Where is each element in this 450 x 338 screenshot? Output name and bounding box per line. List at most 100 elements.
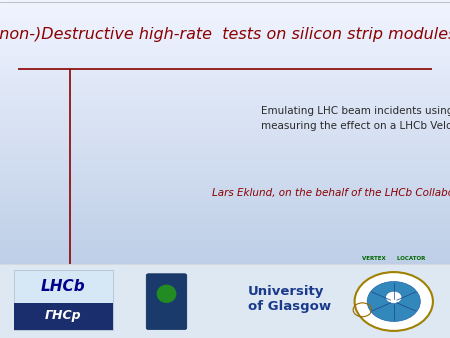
Bar: [0, 95, 450, 96]
Bar: [0, 259, 450, 260]
Bar: [0, 0, 3, 338]
Bar: [0, 46, 450, 47]
Bar: [0, 25, 450, 27]
Bar: [0, 0, 4, 338]
Bar: [0, 64, 450, 66]
Bar: [0, 301, 450, 303]
Bar: [0, 223, 450, 225]
Bar: [0, 78, 450, 79]
Bar: [0, 254, 450, 255]
Bar: [0, 0, 7, 338]
Bar: [0, 0, 4, 338]
Bar: [0, 0, 4, 338]
Bar: [0, 74, 450, 76]
Bar: [0, 0, 1, 338]
Bar: [0, 0, 4, 338]
Bar: [0, 237, 450, 238]
Bar: [0, 68, 450, 69]
Bar: [0, 73, 450, 74]
Bar: [0, 0, 5, 338]
Bar: [0, 0, 8, 338]
Bar: [0, 108, 450, 110]
Circle shape: [355, 272, 433, 331]
Bar: [0, 0, 8, 338]
Bar: [0, 0, 9, 338]
Bar: [0, 0, 5, 338]
Bar: [0, 0, 9, 338]
Bar: [0, 0, 8, 338]
Bar: [0, 0, 7, 338]
Bar: [0, 0, 6, 338]
Bar: [0, 0, 1, 338]
Bar: [0, 260, 450, 262]
Bar: [0, 90, 450, 91]
Bar: [0, 14, 450, 15]
Bar: [0, 0, 7, 338]
Bar: [0, 0, 2, 338]
Bar: [0, 270, 450, 272]
Bar: [0, 0, 9, 338]
Bar: [0, 0, 2, 338]
Bar: [0, 0, 2, 338]
Bar: [0, 226, 450, 228]
Bar: [0, 306, 450, 308]
Bar: [0, 0, 5, 338]
Bar: [0, 88, 450, 90]
Bar: [0, 51, 450, 52]
Circle shape: [367, 282, 420, 321]
Bar: [0, 0, 2, 338]
Bar: [0, 0, 1, 338]
Bar: [0, 0, 1, 338]
Bar: [0, 0, 6, 338]
Bar: [0, 0, 4, 338]
Ellipse shape: [157, 285, 176, 303]
Bar: [0, 0, 4, 338]
Bar: [0, 220, 450, 221]
Bar: [0, 125, 450, 127]
Bar: [0, 0, 4, 338]
Bar: [0, 22, 450, 24]
Bar: [0, 0, 2, 338]
Bar: [0, 0, 3, 338]
Bar: [0, 0, 3, 338]
Bar: [0, 0, 3, 338]
Bar: [0, 198, 450, 199]
Bar: [0, 0, 5, 338]
Bar: [0, 0, 7, 338]
Bar: [0, 0, 2, 338]
Bar: [0, 161, 450, 162]
Bar: [0, 201, 450, 203]
Bar: [0, 308, 450, 309]
Bar: [0, 76, 450, 78]
Bar: [0, 0, 3, 338]
Bar: [0, 0, 5, 338]
Bar: [0, 0, 1, 338]
Bar: [0, 275, 450, 277]
Bar: [0, 0, 5, 338]
Bar: [0, 0, 6, 338]
Bar: [0, 297, 450, 299]
Bar: [0, 105, 450, 106]
Bar: [0, 0, 7, 338]
Bar: [0, 0, 8, 338]
Bar: [0, 248, 450, 250]
Bar: [0, 154, 450, 155]
Bar: [0, 134, 450, 135]
Bar: [0, 0, 5, 338]
Bar: [0, 330, 450, 331]
Bar: [0, 0, 6, 338]
Bar: [0, 232, 450, 233]
Bar: [0, 0, 4, 338]
Bar: [0, 0, 4, 338]
Bar: [0, 0, 1, 338]
Bar: [0, 314, 450, 316]
Bar: [0, 150, 450, 152]
Bar: [0, 113, 450, 115]
Bar: [0, 0, 9, 338]
Bar: [0, 0, 4, 338]
Text: VERTEX      LOCATOR: VERTEX LOCATOR: [362, 256, 425, 261]
Bar: [0, 0, 9, 338]
Bar: [0, 292, 450, 294]
Bar: [0, 110, 450, 112]
Bar: [0, 206, 450, 208]
